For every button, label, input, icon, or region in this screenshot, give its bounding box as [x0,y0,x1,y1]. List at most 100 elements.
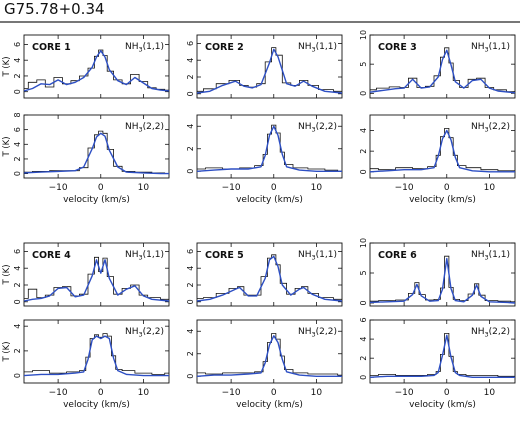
core3-nh3-22-xlabel: velocity (km/s) [409,195,476,205]
core5-nh3-11-ytick-label: 2 [186,282,195,287]
core3-nh3-11-ytick-label: 0 [359,91,368,96]
core5-nh3-22-xtick-label: 10 [311,388,323,398]
core4-nh3-22-ytick-label: 4 [13,324,22,329]
core3-nh3-22-xtick-label: 0 [444,183,450,193]
title-divider [0,21,520,23]
core2-nh3-22-transition-label: NH3(2,2) [298,122,337,134]
core3-nh3-22-xtick-label: 10 [484,183,496,193]
core6-nh3-11-transition-label: NH3(1,1) [471,250,510,262]
core4-nh3-11-frame [23,242,170,307]
core4-nh3-11-transition-label: NH3(1,1) [125,250,164,262]
core1-nh3-11-core-label: CORE 1 [32,42,71,53]
core2-nh3-11-frame [196,34,343,99]
core6-nh3-22-ytick-label: 4 [359,337,368,342]
core3-nh3-22-ytick-label: 4 [359,128,368,133]
core1-nh3-22-ytick-label: 8 [13,112,22,117]
core3-nh3-11-ytick-label: 10 [359,30,368,40]
core4-nh3-11-ytick-label: 0 [13,299,22,304]
core6-nh3-22-xtick-label: 10 [484,388,496,398]
core4-nh3-11-ytick-label: 2 [13,282,22,287]
core2-nh3-11-ytick-label: 6 [186,41,195,46]
core6-nh3-22-frame [369,319,516,384]
core3-nh3-22-ytick-label: 0 [359,169,368,174]
core4-nh3-11-observed-series [24,256,169,300]
core2-nh3-22-xtick-label: 0 [271,183,277,193]
core5-nh3-11-observed-series [197,254,342,300]
core2-nh3-11-ytick-label: 2 [186,74,195,79]
core2-nh3-22-observed-series [197,124,342,172]
core3-nh3-11-core-label: CORE 3 [378,42,417,53]
core5-nh3-11-frame [196,242,343,307]
core6-nh3-22-observed-series [370,333,515,377]
core2-nh3-22-frame [196,114,343,179]
core6-nh3-11-observed-series [370,255,515,303]
core1-nh3-22-fit-series [23,132,169,175]
core6-nh3-11-frame [369,242,516,307]
core3-nh3-11-frame [369,34,516,99]
core2-nh3-11-core-label: CORE 2 [205,42,244,53]
core1-nh3-11-ytick-label: 2 [13,73,22,78]
core4-nh3-11-ytick-label: 6 [13,249,22,254]
core2-nh3-22-fit-series [196,125,342,173]
core5-nh3-11-fit-series [196,255,343,302]
core2-nh3-22-xtick-label: −10 [222,183,241,193]
core4-nh3-22-ylabel: T (K) [2,341,12,362]
core6-nh3-22-xtick-label: −10 [395,388,414,398]
core1-nh3-22-ylabel: T (K) [2,136,12,157]
core1-nh3-11-frame [23,34,170,99]
core3-nh3-11-fit-series [369,49,516,94]
core2-nh3-22-xlabel: velocity (km/s) [236,195,303,205]
core1-nh3-22-ytick-label: 0 [13,171,22,176]
core1-nh3-11-ytick-label: 6 [13,42,22,47]
core5-nh3-11-core-label: CORE 5 [205,250,244,261]
core1-nh3-11-fit-series [23,50,170,92]
core2-nh3-11-fit-series [196,48,343,94]
core1-nh3-11-ytick-label: 0 [13,89,22,94]
core5-nh3-22-xtick-label: 0 [271,388,277,398]
core6-nh3-22-xtick-label: 0 [444,388,450,398]
core1-nh3-22-frame [23,114,170,179]
core3-nh3-22-xtick-label: −10 [395,183,414,193]
core6-nh3-22-fit-series [369,334,515,378]
core3-nh3-22-frame [369,114,516,179]
core4-nh3-22-xtick-label: 0 [98,388,104,398]
core4-nh3-11-ytick-label: 4 [13,266,22,271]
core6-nh3-11-ytick-label: 0 [359,300,368,305]
core1-nh3-11-ytick-label: 4 [13,58,22,63]
core2-nh3-22-xtick-label: 10 [311,183,323,193]
core6-nh3-11-core-label: CORE 6 [378,250,417,261]
core5-nh3-22-ytick-label: 0 [186,374,195,379]
core6-nh3-22-ytick-label: 0 [359,375,368,380]
core1-nh3-22-xtick-label: −10 [49,183,68,193]
core3-nh3-22-transition-label: NH3(2,2) [471,122,510,134]
core4-nh3-11-ylabel: T (K) [2,264,12,285]
figure-title: G75.78+0.34 [4,0,105,18]
core4-nh3-22-xtick-label: 10 [138,388,150,398]
core4-nh3-22-fit-series [23,335,169,377]
core6-nh3-22-xlabel: velocity (km/s) [409,400,476,410]
core4-nh3-22-ytick-label: 0 [13,373,22,378]
core2-nh3-11-transition-label: NH3(1,1) [298,42,337,54]
core6-nh3-11-fit-series [369,257,516,304]
core1-nh3-22-ytick-label: 2 [13,156,22,161]
core5-nh3-22-xlabel: velocity (km/s) [236,400,303,410]
core4-nh3-22-observed-series [24,333,169,375]
core3-nh3-11-observed-series [370,47,515,92]
core1-nh3-22-ytick-label: 6 [13,127,22,132]
core6-nh3-22-ytick-label: 6 [359,317,368,322]
core5-nh3-22-observed-series [197,333,342,376]
core5-nh3-22-ytick-label: 2 [186,351,195,356]
core4-nh3-22-transition-label: NH3(2,2) [125,327,164,339]
core2-nh3-22-ytick-label: 2 [186,146,195,151]
core5-nh3-22-fit-series [196,335,342,377]
core6-nh3-11-ytick-label: 10 [359,238,368,248]
core1-nh3-22-transition-label: NH3(2,2) [125,122,164,134]
core5-nh3-22-transition-label: NH3(2,2) [298,327,337,339]
core5-nh3-22-ytick-label: 4 [186,329,195,334]
core4-nh3-22-xlabel: velocity (km/s) [63,400,130,410]
core2-nh3-22-ytick-label: 0 [186,169,195,174]
core2-nh3-11-ytick-label: 4 [186,58,195,63]
core3-nh3-22-observed-series [370,128,515,172]
core3-nh3-11-ytick-label: 5 [359,62,368,67]
core6-nh3-11-ytick-label: 5 [359,270,368,275]
